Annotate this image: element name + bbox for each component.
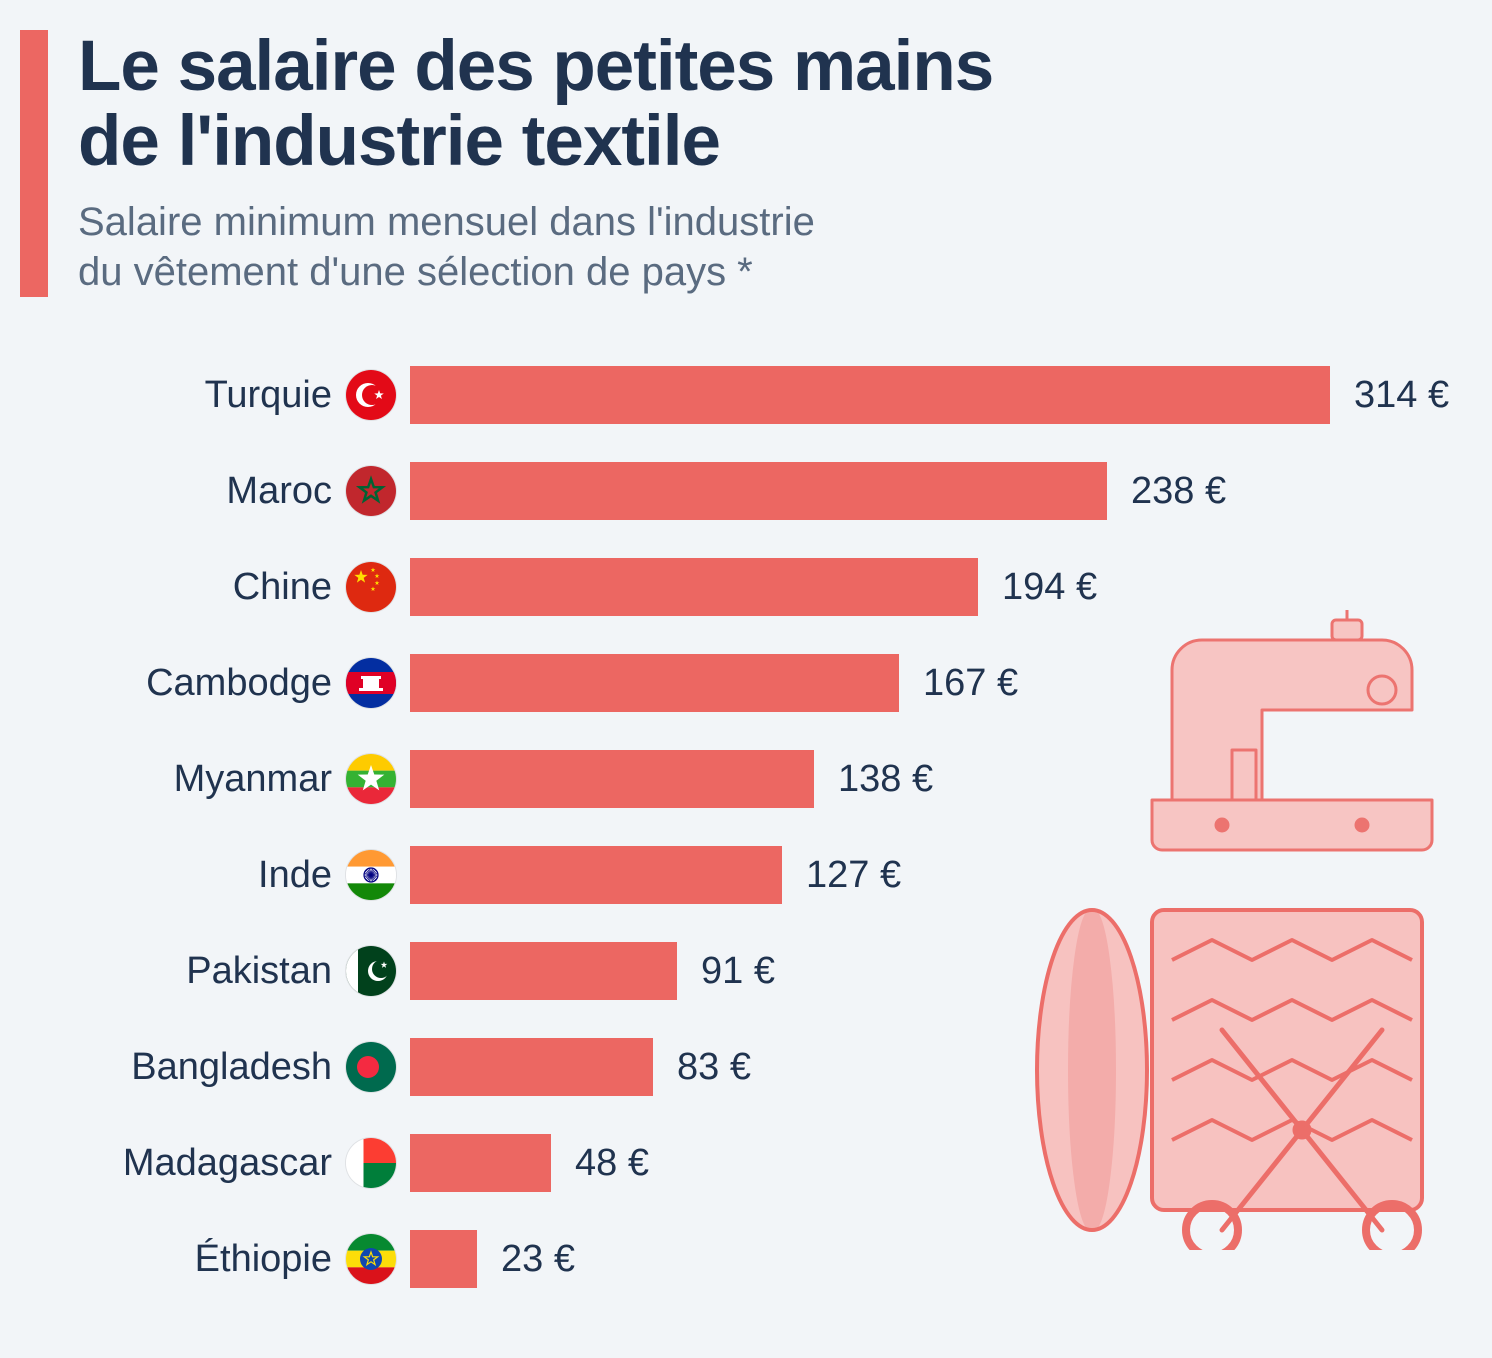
country-label: Maroc	[80, 470, 332, 513]
value-label: 83 €	[677, 1046, 751, 1089]
chart-subtitle: Salaire minimum mensuel dans l'industrie…	[78, 197, 1452, 297]
country-label: Chine	[80, 566, 332, 609]
flag-icon	[346, 754, 396, 804]
title-line-1: Le salaire des petites mains	[78, 27, 993, 106]
value-label: 23 €	[501, 1238, 575, 1281]
value-label: 138 €	[838, 758, 933, 801]
flag-icon	[346, 946, 396, 996]
country-label: Cambodge	[80, 662, 332, 705]
sewing-machine-icon	[1132, 600, 1452, 860]
bar	[410, 750, 814, 808]
bar	[410, 846, 782, 904]
value-label: 127 €	[806, 854, 901, 897]
chart-row: Turquie 314 €	[80, 347, 1452, 443]
bar	[410, 1038, 653, 1096]
country-label: Turquie	[80, 374, 332, 417]
flag-icon	[346, 466, 396, 516]
country-label: Éthiopie	[80, 1238, 332, 1281]
chart-title: Le salaire des petites mains de l'indust…	[78, 30, 1452, 179]
country-label: Pakistan	[80, 950, 332, 993]
fabric-scissors-icon	[1022, 890, 1452, 1250]
flag-icon	[346, 562, 396, 612]
value-label: 167 €	[923, 662, 1018, 705]
bar	[410, 654, 899, 712]
flag-icon	[346, 658, 396, 708]
country-label: Bangladesh	[80, 1046, 332, 1089]
bar	[410, 1134, 551, 1192]
value-label: 238 €	[1131, 470, 1226, 513]
country-label: Madagascar	[80, 1142, 332, 1185]
accent-bar	[20, 30, 48, 297]
country-label: Inde	[80, 854, 332, 897]
subtitle-line-2: du vêtement d'une sélection de pays *	[78, 250, 753, 294]
flag-icon	[346, 370, 396, 420]
flag-icon	[346, 1234, 396, 1284]
value-label: 48 €	[575, 1142, 649, 1185]
subtitle-line-1: Salaire minimum mensuel dans l'industrie	[78, 200, 815, 244]
value-label: 91 €	[701, 950, 775, 993]
header: Le salaire des petites mains de l'indust…	[20, 30, 1452, 297]
bar	[410, 1230, 477, 1288]
country-label: Myanmar	[80, 758, 332, 801]
flag-icon	[346, 1042, 396, 1092]
bar	[410, 462, 1107, 520]
infographic-container: Le salaire des petites mains de l'indust…	[0, 0, 1492, 1347]
value-label: 194 €	[1002, 566, 1097, 609]
value-label: 314 €	[1354, 374, 1449, 417]
bar	[410, 942, 677, 1000]
bar	[410, 366, 1330, 424]
bar	[410, 558, 978, 616]
chart-row: Maroc 238 €	[80, 443, 1452, 539]
title-block: Le salaire des petites mains de l'indust…	[78, 30, 1452, 297]
flag-icon	[346, 850, 396, 900]
flag-icon	[346, 1138, 396, 1188]
title-line-2: de l'industrie textile	[78, 102, 720, 181]
